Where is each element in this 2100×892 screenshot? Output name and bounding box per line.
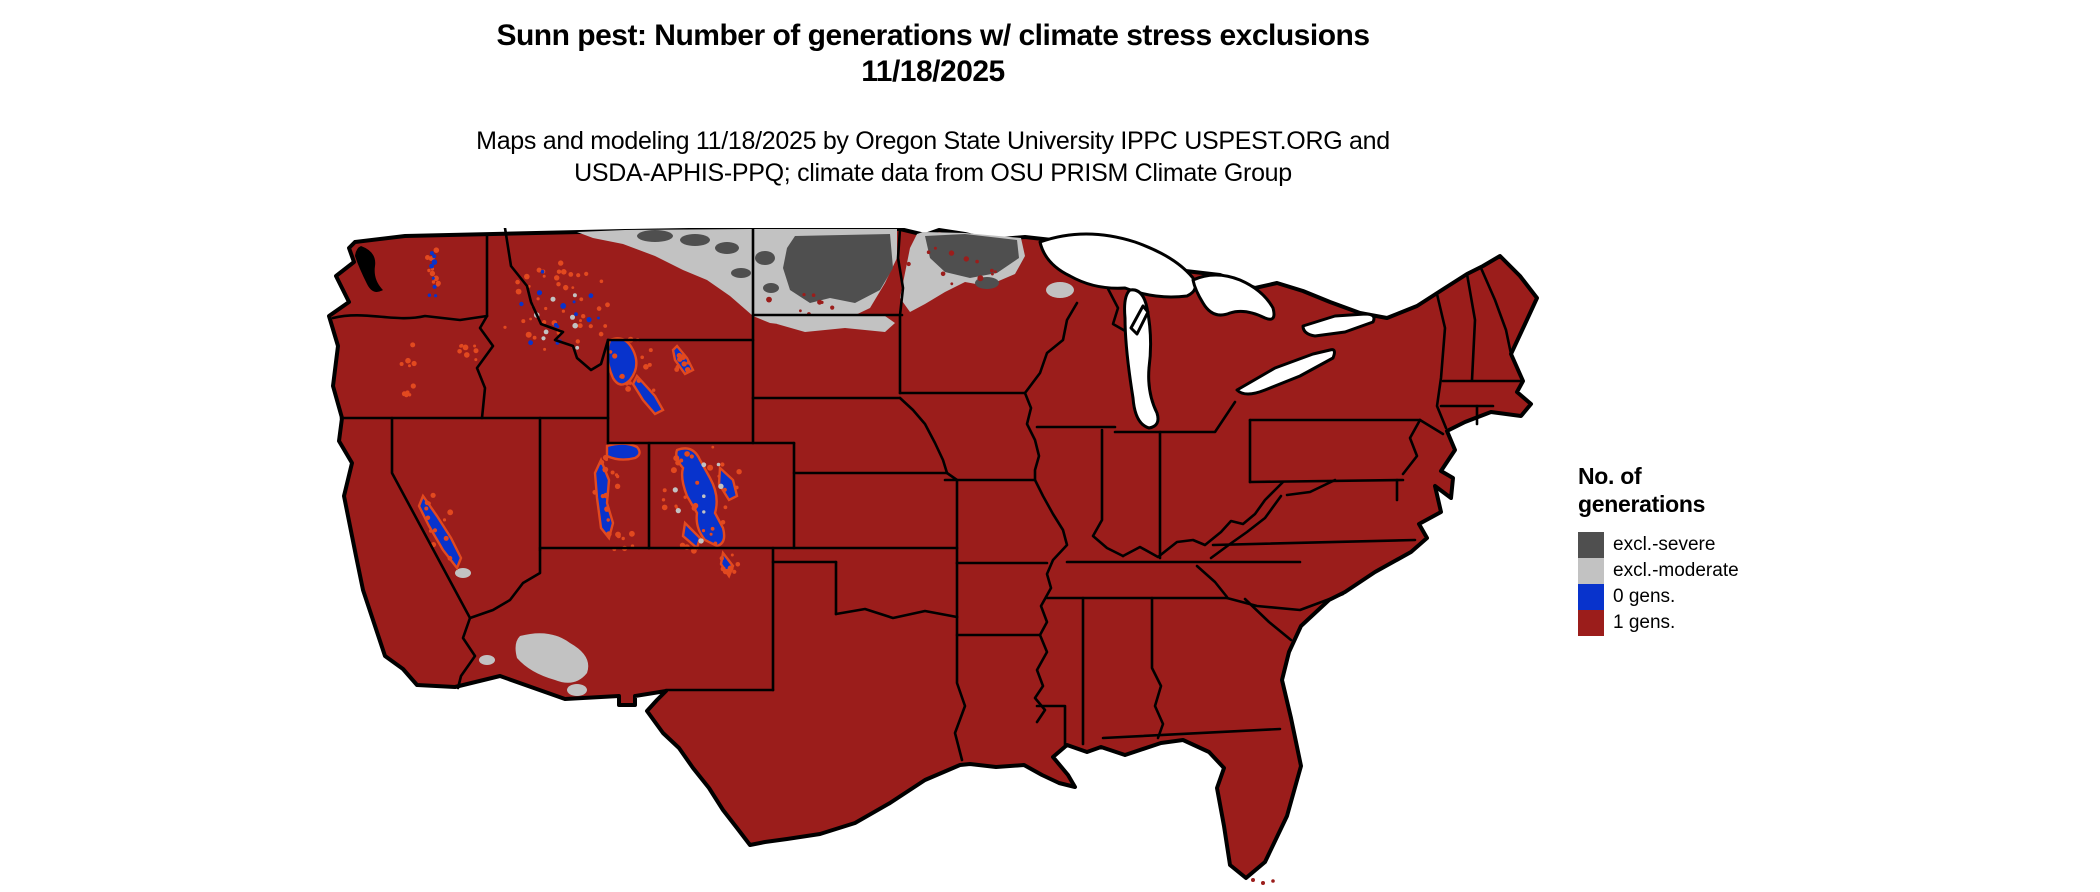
puget-sound [355, 246, 383, 292]
legend-label-excl-moderate: excl.-moderate [1613, 560, 1739, 581]
legend-label-0-gens: 0 gens. [1613, 586, 1676, 607]
lake-superior [1038, 232, 1197, 299]
legend-item-1-gens: 1 gens. [1578, 610, 1838, 636]
legend-item-excl-severe: excl.-severe [1578, 532, 1838, 558]
legend-title-line2: generations [1578, 491, 1706, 517]
legend-swatch-0-gens [1578, 584, 1604, 610]
zero-generation-zones [364, 257, 739, 579]
legend-label-excl-severe: excl.-severe [1613, 534, 1716, 555]
state-borders [331, 226, 1523, 762]
lake-ontario [1301, 312, 1376, 338]
legend-title-line1: No. of [1578, 463, 1642, 489]
map-subtitle-line2: USDA-APHIS-PPQ; climate data from OSU PR… [574, 159, 1292, 187]
map-title-date: 11/18/2025 [861, 55, 1005, 88]
raster-speckles [399, 246, 997, 575]
legend: No. of generations excl.-severe excl.-mo… [1578, 462, 1838, 636]
legend-item-excl-moderate: excl.-moderate [1578, 558, 1838, 584]
legend-item-0-gens: 0 gens. [1578, 584, 1838, 610]
legend-rows: excl.-severe excl.-moderate 0 gens. 1 ge… [1578, 532, 1838, 636]
legend-swatch-1-gens [1578, 610, 1604, 636]
lake-erie [1235, 348, 1336, 396]
green-bay [1129, 304, 1150, 336]
legend-swatch-excl-moderate [1578, 558, 1604, 584]
florida-keys [1251, 878, 1275, 885]
great-lakes [1038, 232, 1376, 430]
conus-landmass [327, 227, 1539, 880]
conus-map-svg [327, 226, 1539, 885]
exclusion-severe-zones [637, 230, 1019, 303]
map-subtitle-line1: Maps and modeling 11/18/2025 by Oregon S… [476, 127, 1390, 155]
map-title: Sunn pest: Number of generations w/ clim… [496, 19, 1370, 52]
lake-huron [1191, 273, 1276, 321]
legend-label-1-gens: 1 gens. [1613, 612, 1676, 633]
legend-swatch-excl-severe [1578, 532, 1604, 558]
us-generations-map [325, 226, 1540, 885]
